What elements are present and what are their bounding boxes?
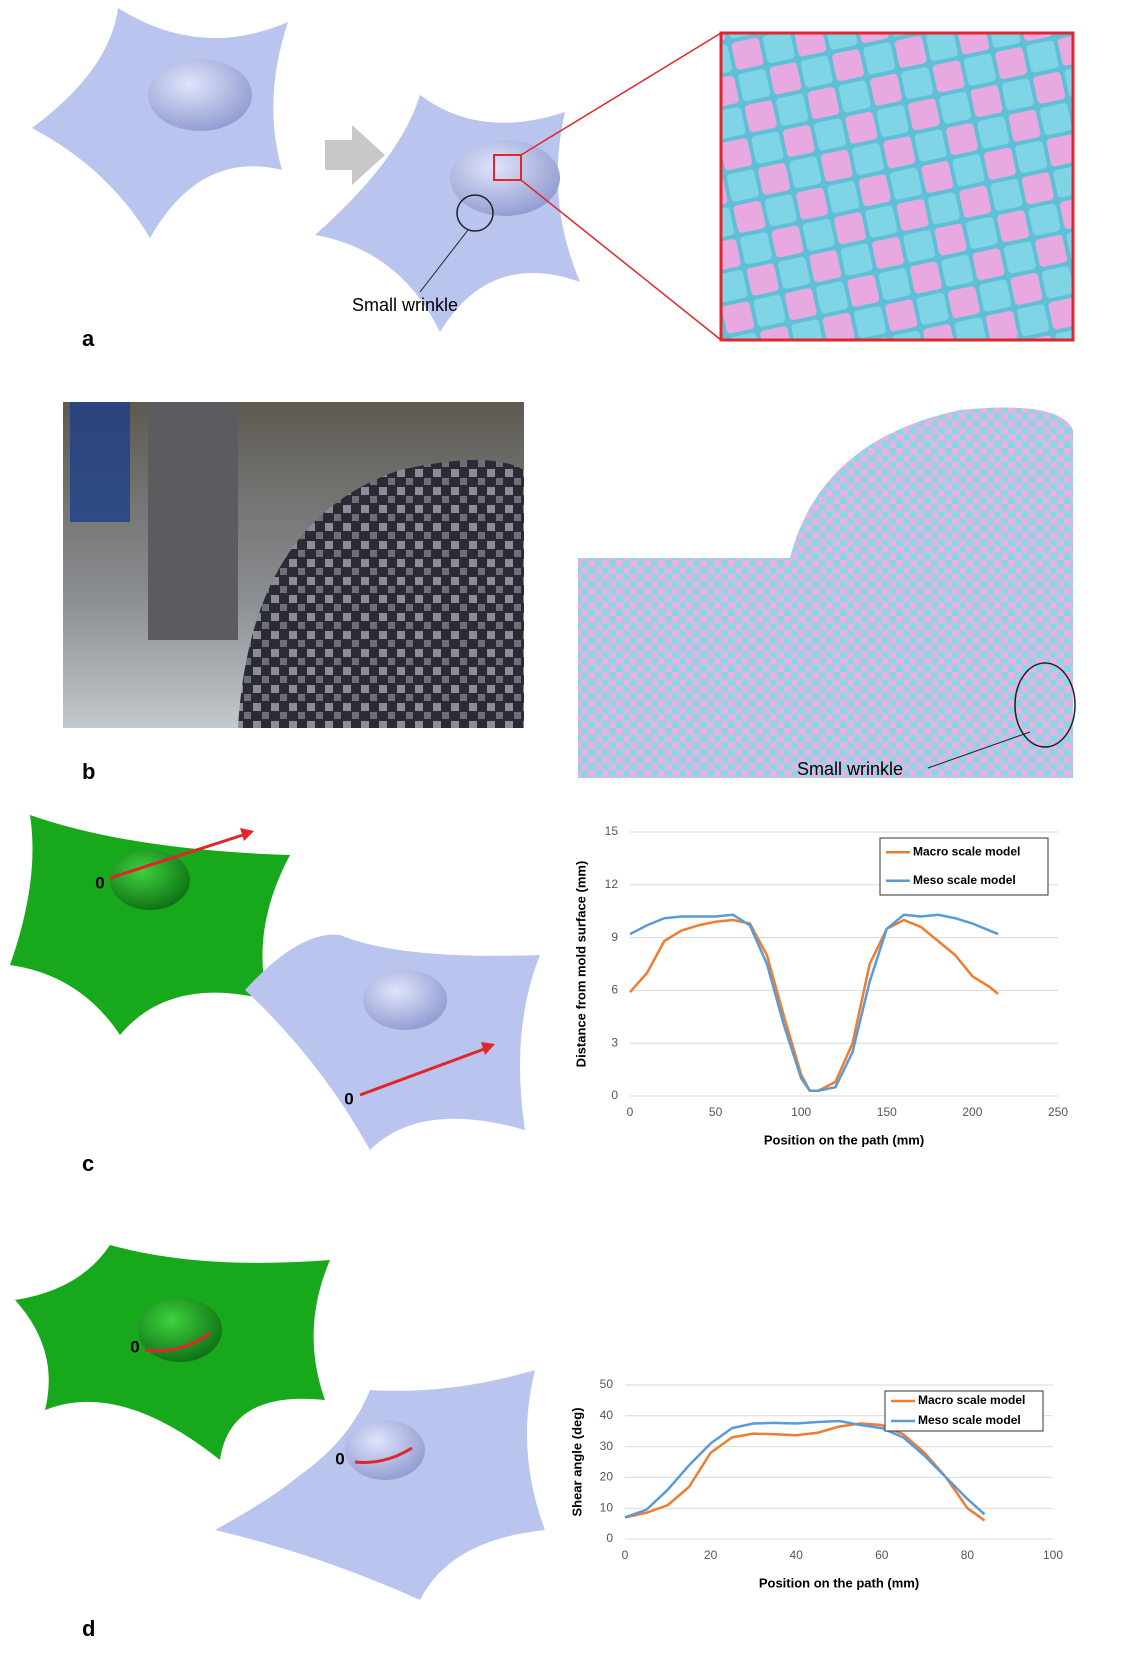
y-axis-label: Distance from mold surface (mm) <box>573 861 588 1068</box>
path-origin: 0 <box>130 1337 139 1356</box>
y-tick-label: 12 <box>605 877 619 891</box>
panel-label: b <box>82 759 95 784</box>
ruler <box>148 402 238 640</box>
cloth-macro <box>10 815 290 1035</box>
y-tick-label: 10 <box>600 1500 614 1514</box>
x-tick-label: 100 <box>791 1105 811 1119</box>
panel-b: Small wrinkle b <box>63 402 1075 784</box>
panel-label: a <box>82 326 95 351</box>
x-tick-label: 40 <box>790 1548 804 1562</box>
legend-label: Meso scale model <box>918 1413 1021 1427</box>
y-tick-label: 20 <box>600 1470 614 1484</box>
simulation <box>578 408 1073 779</box>
x-axis-label: Position on the path (mm) <box>764 1132 924 1147</box>
figure: Small wrinkle a Small wrinkle b 0 0 c 0 <box>0 0 1131 1648</box>
x-tick-label: 250 <box>1048 1105 1068 1119</box>
y-tick-label: 40 <box>600 1408 614 1422</box>
panel-label: d <box>82 1616 95 1641</box>
y-tick-label: 30 <box>600 1439 614 1453</box>
legend-label: Macro scale model <box>913 844 1020 858</box>
x-tick-label: 150 <box>877 1105 897 1119</box>
y-tick-label: 3 <box>611 1035 618 1049</box>
x-tick-label: 20 <box>704 1548 718 1562</box>
path-origin: 0 <box>344 1089 353 1108</box>
cloth-macro <box>32 8 288 238</box>
zoom-view <box>721 33 1073 340</box>
y-tick-label: 9 <box>611 930 618 944</box>
zoom-line <box>521 33 721 155</box>
series-line <box>630 920 998 1091</box>
x-tick-label: 50 <box>709 1105 723 1119</box>
legend-label: Meso scale model <box>913 873 1016 887</box>
x-tick-label: 0 <box>627 1105 634 1119</box>
dome <box>345 1420 425 1480</box>
panel-a: Small wrinkle a <box>32 8 1073 351</box>
panel-label: c <box>82 1151 94 1176</box>
x-tick-label: 200 <box>962 1105 982 1119</box>
x-tick-label: 80 <box>961 1548 975 1562</box>
y-axis-label: Shear angle (deg) <box>569 1407 584 1516</box>
annotation: Small wrinkle <box>352 295 458 315</box>
series-line <box>630 915 998 1091</box>
x-tick-label: 0 <box>622 1548 629 1562</box>
annotation: Small wrinkle <box>797 759 903 779</box>
legend-label: Macro scale model <box>918 1393 1025 1407</box>
dome <box>110 850 190 910</box>
cloth-meso <box>215 1370 545 1600</box>
dome <box>138 1298 222 1362</box>
dome <box>450 140 560 216</box>
y-tick-label: 50 <box>600 1377 614 1391</box>
arrowhead <box>240 828 254 841</box>
series-line <box>625 1424 985 1521</box>
dome <box>148 59 252 131</box>
photo-bg <box>70 402 130 522</box>
y-tick-label: 0 <box>606 1531 613 1545</box>
dome <box>363 970 447 1030</box>
y-tick-label: 6 <box>611 983 618 997</box>
y-tick-label: 15 <box>605 824 619 838</box>
panel-d: 0 0 d <box>15 1245 545 1641</box>
x-tick-label: 60 <box>875 1548 889 1562</box>
page: Small wrinkle a Small wrinkle b 0 0 c 0 <box>0 0 1131 1653</box>
y-tick-label: 0 <box>611 1088 618 1102</box>
x-tick-label: 100 <box>1043 1548 1063 1562</box>
x-axis-label: Position on the path (mm) <box>759 1575 919 1590</box>
series-line <box>625 1421 985 1517</box>
cloth-meso <box>245 935 540 1150</box>
panel-c: 0 0 c <box>10 815 540 1176</box>
path-origin: 0 <box>335 1449 344 1468</box>
path-origin: 0 <box>95 873 104 892</box>
